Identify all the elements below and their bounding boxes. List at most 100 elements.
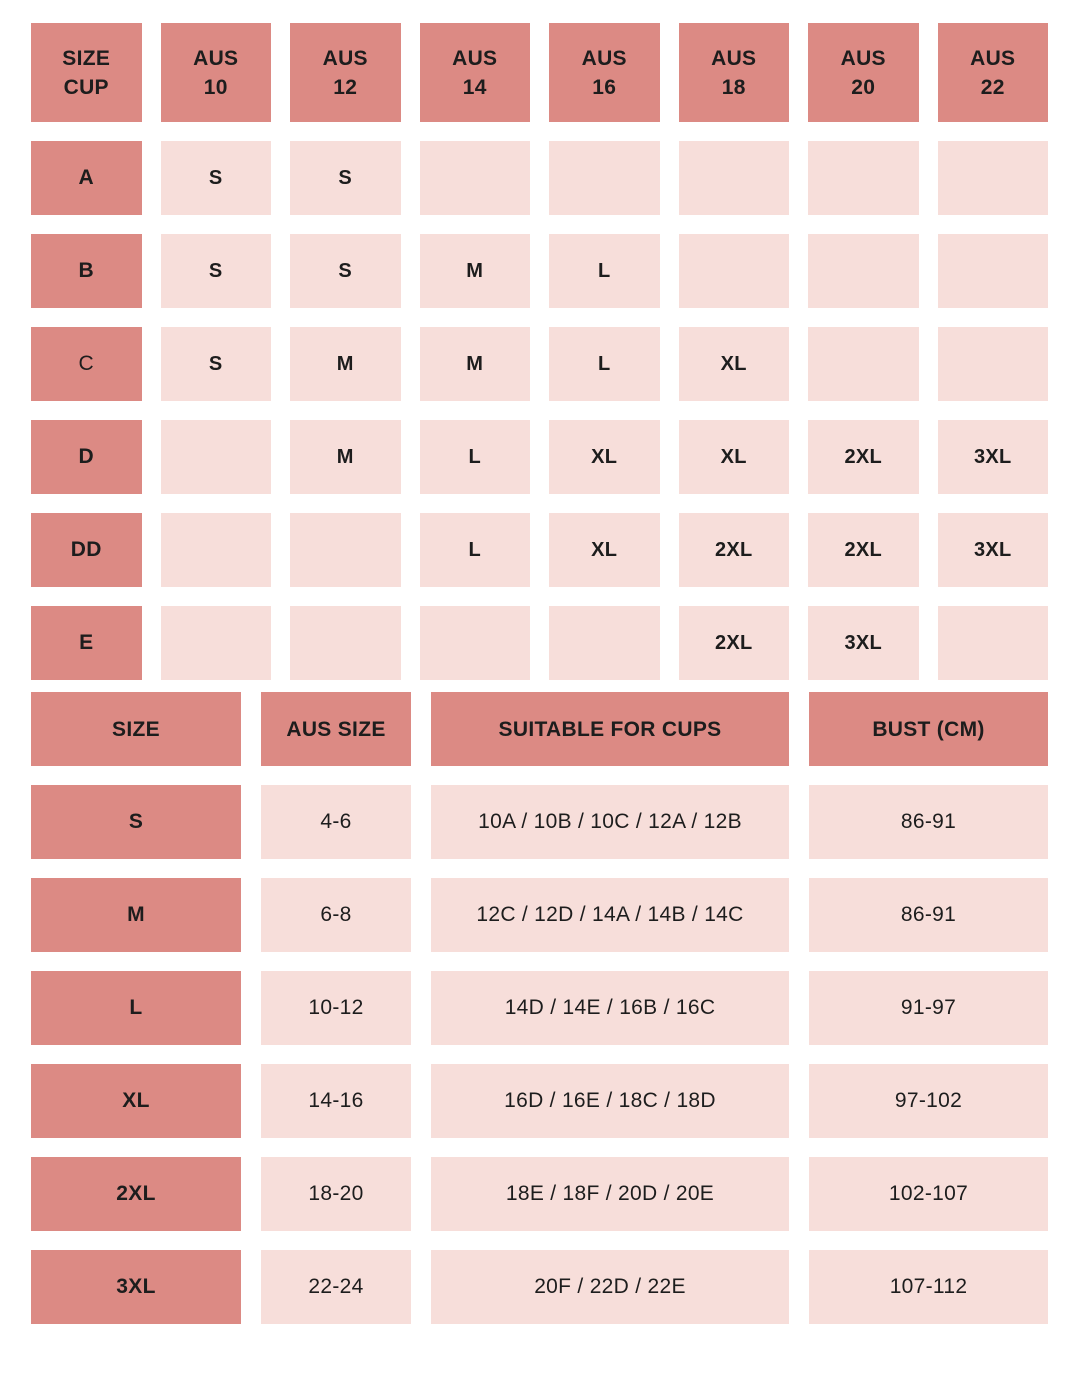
matrix-col-header-aus-22: AUS 22 bbox=[937, 23, 1048, 122]
matrix-cell: L bbox=[549, 327, 660, 401]
matrix-cell bbox=[808, 327, 919, 401]
matrix-col-header-aus-12: AUS 12 bbox=[290, 23, 401, 122]
detail-cell-bust: 97-102 bbox=[809, 1064, 1048, 1138]
matrix-cell: XL bbox=[678, 420, 789, 494]
matrix-row-label-d: D bbox=[31, 420, 142, 494]
matrix-cell: M bbox=[290, 327, 401, 401]
matrix-cell: 2XL bbox=[808, 420, 919, 494]
detail-row-label-s: S bbox=[31, 785, 241, 859]
detail-cell-bust: 107-112 bbox=[809, 1250, 1048, 1324]
detail-cell-aus-size: 6-8 bbox=[261, 878, 411, 952]
detail-cell-cups: 14D / 14E / 16B / 16C bbox=[431, 971, 789, 1045]
detail-cell-bust: 102-107 bbox=[809, 1157, 1048, 1231]
matrix-cell: 2XL bbox=[678, 513, 789, 587]
matrix-cell bbox=[160, 420, 271, 494]
header-line: 18 bbox=[721, 75, 746, 99]
detail-col-header-aus-size: AUS SIZE bbox=[261, 692, 411, 766]
matrix-cell bbox=[419, 141, 530, 215]
matrix-cell bbox=[419, 606, 530, 680]
matrix-cell: XL bbox=[549, 420, 660, 494]
size-chart-page: SIZE CUP AUS 10 AUS 12 AUS 14 AUS 16 AUS… bbox=[0, 23, 1080, 1373]
detail-cell-cups: 10A / 10B / 10C / 12A / 12B bbox=[431, 785, 789, 859]
matrix-col-header-aus-16: AUS 16 bbox=[549, 23, 660, 122]
matrix-col-header-aus-18: AUS 18 bbox=[678, 23, 789, 122]
matrix-cell: S bbox=[290, 141, 401, 215]
matrix-row-label-c: C bbox=[31, 327, 142, 401]
matrix-cell bbox=[160, 606, 271, 680]
header-line: 10 bbox=[203, 75, 228, 99]
cup-size-matrix: SIZE CUP AUS 10 AUS 12 AUS 14 AUS 16 AUS… bbox=[31, 23, 1048, 680]
matrix-row-label-dd: DD bbox=[31, 513, 142, 587]
header-line: SIZE bbox=[62, 46, 111, 70]
matrix-cell bbox=[290, 606, 401, 680]
matrix-cell: S bbox=[160, 327, 271, 401]
detail-cell-aus-size: 4-6 bbox=[261, 785, 411, 859]
detail-cell-aus-size: 18-20 bbox=[261, 1157, 411, 1231]
matrix-col-header-aus-20: AUS 20 bbox=[808, 23, 919, 122]
matrix-cell: 2XL bbox=[808, 513, 919, 587]
matrix-cell: XL bbox=[678, 327, 789, 401]
detail-row-label-2xl: 2XL bbox=[31, 1157, 241, 1231]
matrix-cell bbox=[290, 513, 401, 587]
detail-row-label-m: M bbox=[31, 878, 241, 952]
detail-cell-bust: 86-91 bbox=[809, 878, 1048, 952]
header-line: AUS bbox=[322, 46, 368, 70]
matrix-cell: S bbox=[160, 234, 271, 308]
matrix-cell: XL bbox=[549, 513, 660, 587]
header-line: AUS bbox=[840, 46, 886, 70]
header-line: 12 bbox=[333, 75, 358, 99]
header-line: AUS bbox=[970, 46, 1016, 70]
matrix-cell bbox=[937, 141, 1048, 215]
matrix-cell: M bbox=[419, 234, 530, 308]
detail-cell-cups: 12C / 12D / 14A / 14B / 14C bbox=[431, 878, 789, 952]
detail-cell-aus-size: 14-16 bbox=[261, 1064, 411, 1138]
matrix-cell: L bbox=[549, 234, 660, 308]
matrix-cell: 3XL bbox=[937, 420, 1048, 494]
matrix-row-label-a: A bbox=[31, 141, 142, 215]
header-line: CUP bbox=[63, 75, 109, 99]
header-line: 16 bbox=[592, 75, 617, 99]
detail-cell-cups: 16D / 16E / 18C / 18D bbox=[431, 1064, 789, 1138]
matrix-cell bbox=[549, 141, 660, 215]
detail-col-header-suitable-for-cups: SUITABLE FOR CUPS bbox=[431, 692, 789, 766]
matrix-cell bbox=[808, 234, 919, 308]
matrix-cell: S bbox=[290, 234, 401, 308]
matrix-cell bbox=[808, 141, 919, 215]
detail-row-label-l: L bbox=[31, 971, 241, 1045]
detail-col-header-bust-cm: BUST (CM) bbox=[809, 692, 1048, 766]
matrix-row-label-b: B bbox=[31, 234, 142, 308]
matrix-cell bbox=[678, 234, 789, 308]
matrix-cell: S bbox=[160, 141, 271, 215]
detail-row-label-xl: XL bbox=[31, 1064, 241, 1138]
matrix-cell bbox=[937, 606, 1048, 680]
header-line: AUS bbox=[452, 46, 498, 70]
matrix-cell: L bbox=[419, 513, 530, 587]
header-line: 22 bbox=[980, 75, 1005, 99]
matrix-cell: L bbox=[419, 420, 530, 494]
matrix-cell bbox=[678, 141, 789, 215]
detail-cell-bust: 91-97 bbox=[809, 971, 1048, 1045]
detail-cell-cups: 20F / 22D / 22E bbox=[431, 1250, 789, 1324]
detail-cell-cups: 18E / 18F / 20D / 20E bbox=[431, 1157, 789, 1231]
detail-cell-bust: 86-91 bbox=[809, 785, 1048, 859]
matrix-cell bbox=[160, 513, 271, 587]
matrix-col-header-aus-10: AUS 10 bbox=[160, 23, 271, 122]
matrix-row-label-e: E bbox=[31, 606, 142, 680]
matrix-cell: 3XL bbox=[937, 513, 1048, 587]
header-line: 14 bbox=[462, 75, 487, 99]
detail-cell-aus-size: 10-12 bbox=[261, 971, 411, 1045]
matrix-col-header-size-cup: SIZE CUP bbox=[31, 23, 142, 122]
size-detail-table: SIZE AUS SIZE SUITABLE FOR CUPS BUST (CM… bbox=[31, 692, 1048, 1324]
header-line: 20 bbox=[851, 75, 876, 99]
matrix-cell: 3XL bbox=[808, 606, 919, 680]
matrix-cell bbox=[937, 234, 1048, 308]
detail-row-label-3xl: 3XL bbox=[31, 1250, 241, 1324]
matrix-cell bbox=[937, 327, 1048, 401]
detail-cell-aus-size: 22-24 bbox=[261, 1250, 411, 1324]
matrix-cell: 2XL bbox=[678, 606, 789, 680]
header-line: AUS bbox=[193, 46, 239, 70]
matrix-cell bbox=[549, 606, 660, 680]
detail-col-header-size: SIZE bbox=[31, 692, 241, 766]
header-line: AUS bbox=[581, 46, 627, 70]
matrix-cell: M bbox=[290, 420, 401, 494]
